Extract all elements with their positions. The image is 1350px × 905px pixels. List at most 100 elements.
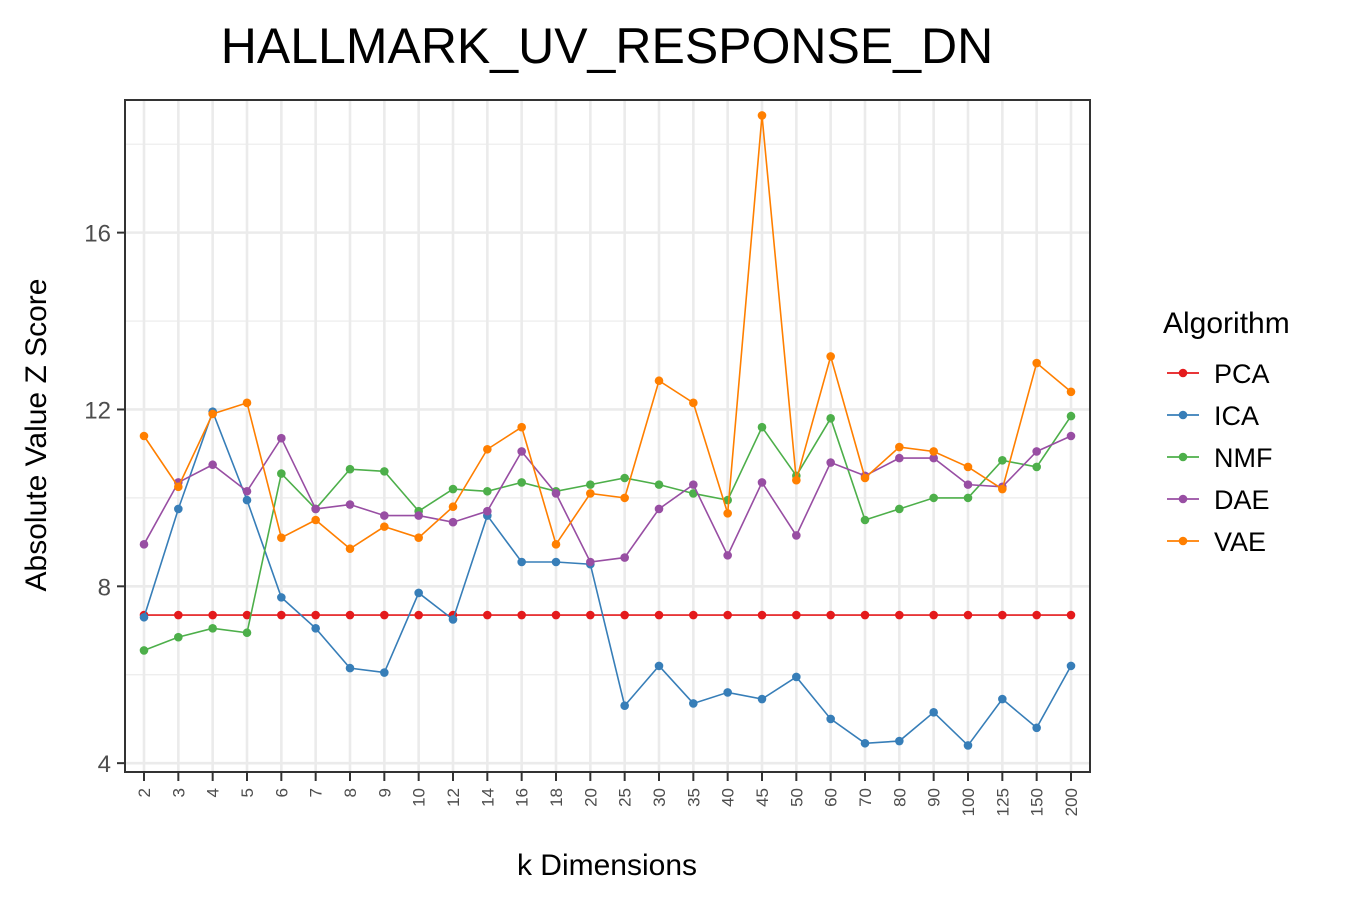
data-point [723,495,732,505]
data-point [208,610,217,620]
data-point [620,473,629,483]
data-point [654,480,664,489]
data-point [242,495,252,505]
data-point [860,515,870,525]
data-point [139,612,149,622]
legend-label: NMF [1214,443,1272,473]
data-point [826,414,835,423]
data-point [689,480,698,489]
data-point [139,646,149,655]
data-point [174,632,183,642]
x-tick-label: 150 [1028,788,1047,816]
data-point [517,557,526,567]
data-point [1032,462,1041,472]
data-point [551,489,561,498]
data-point [963,610,973,620]
data-point [551,557,561,567]
y-axis-label: Absolute Value Z Score [20,279,53,592]
legend-label: PCA [1214,359,1270,389]
data-point [174,504,183,514]
series-line-dae [143,435,1072,563]
legend-item-nmf: NMF [1167,443,1272,473]
x-tick-label: 50 [787,788,806,807]
x-tick-label: 100 [959,788,978,816]
data-point [380,668,389,677]
data-point [174,610,183,620]
data-point [929,493,938,503]
data-point [414,511,423,520]
data-point [826,352,835,361]
data-point [792,475,801,485]
data-point [895,453,904,463]
data-point [448,615,458,624]
data-point [963,480,973,489]
data-point [792,531,801,540]
x-tick-label: 40 [719,788,738,807]
x-tick-label: 3 [169,788,188,797]
data-point [826,610,835,620]
x-tick-label: 200 [1062,788,1081,816]
x-tick-label: 4 [204,788,223,797]
data-point [208,409,217,419]
data-point [242,398,252,408]
data-point [929,453,938,463]
y-tick-label: 12 [84,397,111,424]
data-point [277,533,286,542]
data-point [586,489,595,498]
data-point [1066,387,1076,397]
data-point [448,484,458,494]
data-point [1032,610,1041,620]
data-point [448,517,458,527]
data-point [757,478,767,487]
legend-key-point [1178,452,1188,462]
data-point [792,672,801,682]
data-point [792,610,801,620]
data-point [208,624,217,633]
data-point [345,464,355,474]
legend-key-point [1178,368,1188,378]
data-point [860,473,870,483]
data-point [654,376,664,386]
data-point [826,714,835,724]
data-point [1032,447,1041,456]
data-point [929,708,938,717]
data-point [998,456,1007,465]
x-tick-label: 45 [753,788,772,807]
y-tick-label: 16 [84,221,111,248]
data-point [1032,358,1041,368]
data-point [345,610,355,620]
data-point [414,533,423,542]
series-line-ica [143,409,1072,747]
data-point [139,431,149,441]
data-point [757,610,767,620]
x-axis-label: k Dimensions [517,849,697,882]
data-point [242,486,252,496]
data-point [620,610,629,620]
x-tick-label: 8 [341,788,360,797]
data-point [689,489,698,498]
x-tick-label: 60 [822,788,841,807]
x-tick-label: 10 [410,788,429,807]
x-tick-label: 80 [890,788,909,807]
x-tick-label: 18 [547,788,566,807]
plot-panel [125,100,1090,772]
data-point [380,522,389,531]
data-point [380,610,389,620]
data-point [586,480,595,489]
data-point [242,628,252,638]
data-point [483,486,492,496]
data-point [311,515,320,525]
data-point [345,500,355,509]
data-point [654,610,664,620]
data-point [551,540,561,549]
legend-item-vae: VAE [1167,527,1266,557]
x-tick-label: 90 [925,788,944,807]
data-point [483,610,492,620]
x-tick-label: 9 [375,788,394,797]
data-point [311,610,320,620]
data-point [998,694,1007,704]
series-vae [139,111,1076,554]
panel-background [125,100,1090,772]
